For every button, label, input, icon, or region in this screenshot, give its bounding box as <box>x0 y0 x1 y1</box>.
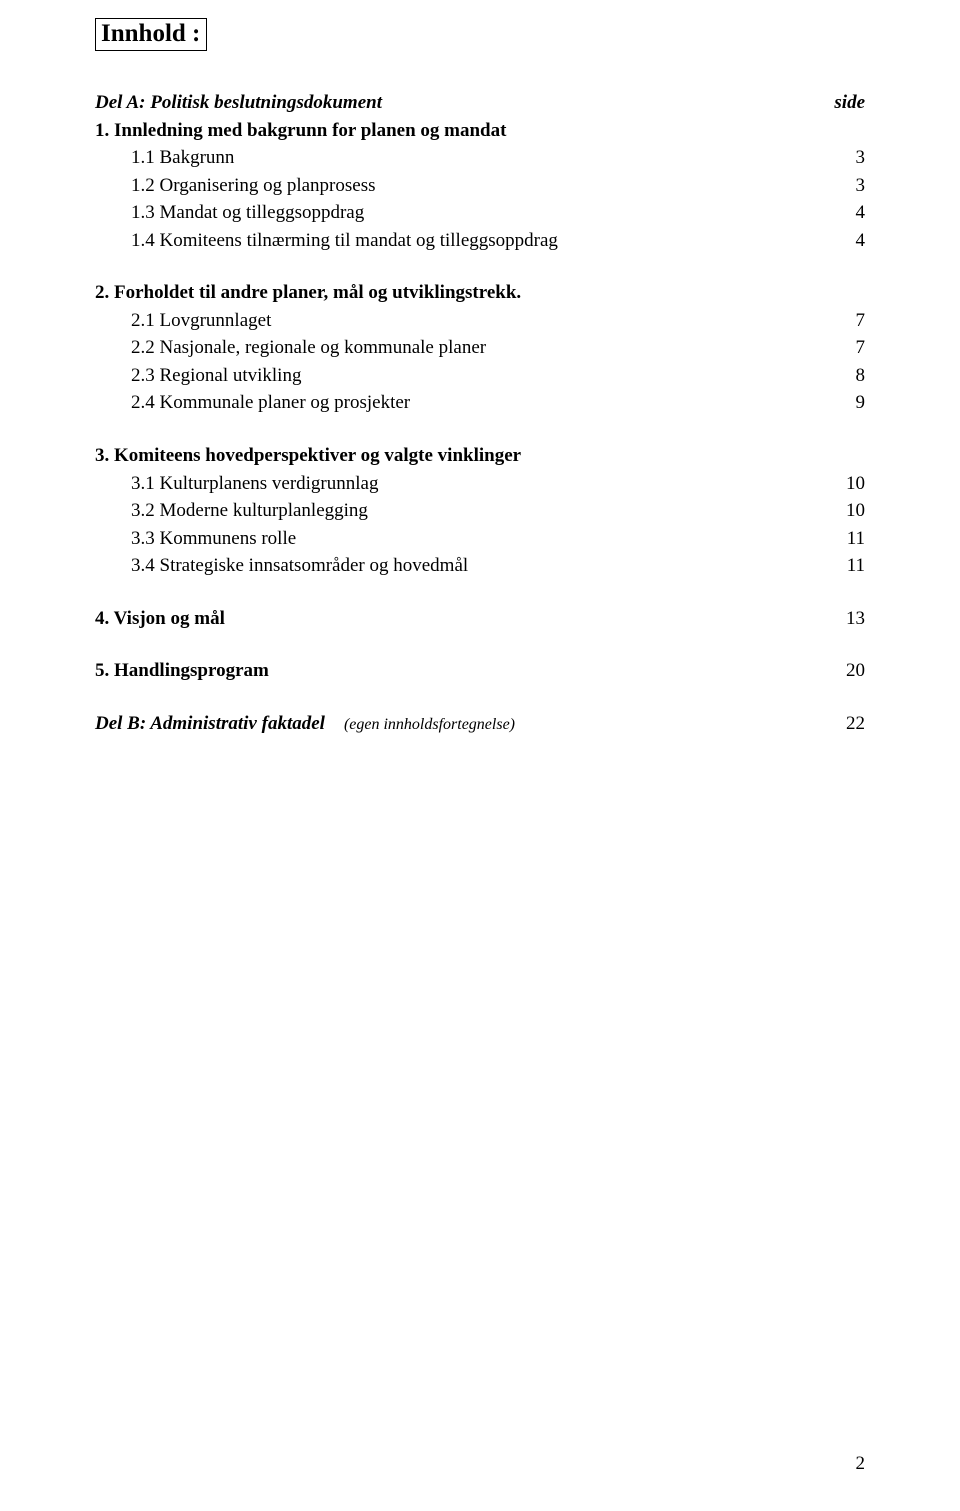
s2-i3-page: 8 <box>825 362 865 390</box>
del-a-heading: Del A: Politisk beslutningsdokument <box>95 89 825 117</box>
s2-i1: 2.1 Lovgrunnlaget 7 <box>95 307 865 335</box>
s4-heading: 4. Visjon og mål <box>95 605 825 633</box>
s2-i2: 2.2 Nasjonale, regionale og kommunale pl… <box>95 334 865 362</box>
side-label: side <box>825 89 865 117</box>
title-box: Innhold : <box>95 18 207 51</box>
s2-i3-label: 2.3 Regional utvikling <box>95 362 825 390</box>
s1-i1: 1.1 Bakgrunn 3 <box>95 144 865 172</box>
s1-i4-label: 1.4 Komiteens tilnærming til mandat og t… <box>95 227 825 255</box>
s3-i2-page: 10 <box>825 497 865 525</box>
s3-i3-label: 3.3 Kommunens rolle <box>95 525 825 553</box>
s2-i2-label: 2.2 Nasjonale, regionale og kommunale pl… <box>95 334 825 362</box>
s3-i2: 3.2 Moderne kulturplanlegging 10 <box>95 497 865 525</box>
s1-i4-page: 4 <box>825 227 865 255</box>
del-a-heading-row: Del A: Politisk beslutningsdokument side <box>95 89 865 117</box>
s3-i1-label: 3.1 Kulturplanens verdigrunnlag <box>95 470 825 498</box>
s3-i4: 3.4 Strategiske innsatsområder og hovedm… <box>95 552 865 580</box>
s3-i3-page: 11 <box>825 525 865 553</box>
del-b-heading: Del B: Administrativ faktadel <box>95 713 325 734</box>
section-4: 4. Visjon og mål 13 <box>95 605 865 633</box>
s3-i4-page: 11 <box>825 552 865 580</box>
section-del-b: Del B: Administrativ faktadel (egen innh… <box>95 710 865 738</box>
del-b-note: (egen innholdsfortegnelse) <box>344 716 515 733</box>
s2-i4-page: 9 <box>825 389 865 417</box>
s3-i4-label: 3.4 Strategiske innsatsområder og hovedm… <box>95 552 825 580</box>
s5-row: 5. Handlingsprogram 20 <box>95 657 865 685</box>
s1-i4: 1.4 Komiteens tilnærming til mandat og t… <box>95 227 865 255</box>
s3-i3: 3.3 Kommunens rolle 11 <box>95 525 865 553</box>
section-2: 2. Forholdet til andre planer, mål og ut… <box>95 279 865 417</box>
s2-i4-label: 2.4 Kommunale planer og prosjekter <box>95 389 825 417</box>
s5-page: 20 <box>825 657 865 685</box>
s1-heading-row: 1. Innledning med bakgrunn for planen og… <box>95 117 865 145</box>
s1-i2: 1.2 Organisering og planprosess 3 <box>95 172 865 200</box>
s2-i4: 2.4 Kommunale planer og prosjekter 9 <box>95 389 865 417</box>
s1-i3-label: 1.3 Mandat og tilleggsoppdrag <box>95 199 825 227</box>
section-del-a: Del A: Politisk beslutningsdokument side… <box>95 89 865 254</box>
del-b-row: Del B: Administrativ faktadel (egen innh… <box>95 710 865 738</box>
section-3: 3. Komiteens hovedperspektiver og valgte… <box>95 442 865 580</box>
footer-page-number: 2 <box>856 1453 866 1475</box>
s3-i1-page: 10 <box>825 470 865 498</box>
s2-heading: 2. Forholdet til andre planer, mål og ut… <box>95 279 825 307</box>
del-b-label: Del B: Administrativ faktadel (egen innh… <box>95 710 825 738</box>
s5-heading: 5. Handlingsprogram <box>95 657 825 685</box>
s4-row: 4. Visjon og mål 13 <box>95 605 865 633</box>
s3-heading-row: 3. Komiteens hovedperspektiver og valgte… <box>95 442 865 470</box>
s3-i1: 3.1 Kulturplanens verdigrunnlag 10 <box>95 470 865 498</box>
s2-heading-row: 2. Forholdet til andre planer, mål og ut… <box>95 279 865 307</box>
s2-i1-label: 2.1 Lovgrunnlaget <box>95 307 825 335</box>
s4-page: 13 <box>825 605 865 633</box>
s1-i3-page: 4 <box>825 199 865 227</box>
s3-heading: 3. Komiteens hovedperspektiver og valgte… <box>95 442 825 470</box>
s2-i3: 2.3 Regional utvikling 8 <box>95 362 865 390</box>
s1-heading: 1. Innledning med bakgrunn for planen og… <box>95 117 825 145</box>
s1-i1-page: 3 <box>825 144 865 172</box>
s1-i2-page: 3 <box>825 172 865 200</box>
s2-i2-page: 7 <box>825 334 865 362</box>
page-title: Innhold : <box>101 20 200 47</box>
del-b-page: 22 <box>825 710 865 738</box>
s1-i3: 1.3 Mandat og tilleggsoppdrag 4 <box>95 199 865 227</box>
section-5: 5. Handlingsprogram 20 <box>95 657 865 685</box>
s3-i2-label: 3.2 Moderne kulturplanlegging <box>95 497 825 525</box>
s1-i1-label: 1.1 Bakgrunn <box>95 144 825 172</box>
s2-i1-page: 7 <box>825 307 865 335</box>
s1-i2-label: 1.2 Organisering og planprosess <box>95 172 825 200</box>
